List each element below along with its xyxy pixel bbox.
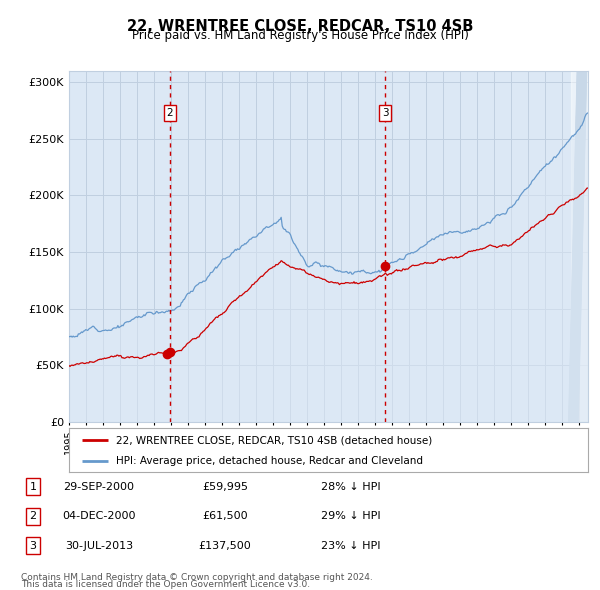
- Text: 1: 1: [29, 482, 37, 491]
- Text: £61,500: £61,500: [202, 512, 248, 521]
- Text: 3: 3: [29, 541, 37, 550]
- Text: This data is licensed under the Open Government Licence v3.0.: This data is licensed under the Open Gov…: [21, 581, 310, 589]
- Text: 23% ↓ HPI: 23% ↓ HPI: [321, 541, 381, 550]
- Text: HPI: Average price, detached house, Redcar and Cleveland: HPI: Average price, detached house, Redc…: [116, 456, 423, 466]
- Text: Price paid vs. HM Land Registry's House Price Index (HPI): Price paid vs. HM Land Registry's House …: [131, 30, 469, 42]
- Text: 22, WRENTREE CLOSE, REDCAR, TS10 4SB: 22, WRENTREE CLOSE, REDCAR, TS10 4SB: [127, 19, 473, 34]
- Text: Contains HM Land Registry data © Crown copyright and database right 2024.: Contains HM Land Registry data © Crown c…: [21, 573, 373, 582]
- Text: 22, WRENTREE CLOSE, REDCAR, TS10 4SB (detached house): 22, WRENTREE CLOSE, REDCAR, TS10 4SB (de…: [116, 435, 432, 445]
- Text: 04-DEC-2000: 04-DEC-2000: [62, 512, 136, 521]
- Text: 29% ↓ HPI: 29% ↓ HPI: [321, 512, 381, 521]
- Bar: [571, 71, 588, 422]
- Text: £137,500: £137,500: [199, 541, 251, 550]
- Text: 29-SEP-2000: 29-SEP-2000: [64, 482, 134, 491]
- Text: 28% ↓ HPI: 28% ↓ HPI: [321, 482, 381, 491]
- Text: 2: 2: [166, 108, 173, 118]
- Text: £59,995: £59,995: [202, 482, 248, 491]
- Text: 2: 2: [29, 512, 37, 521]
- Text: 3: 3: [382, 108, 388, 118]
- Text: 30-JUL-2013: 30-JUL-2013: [65, 541, 133, 550]
